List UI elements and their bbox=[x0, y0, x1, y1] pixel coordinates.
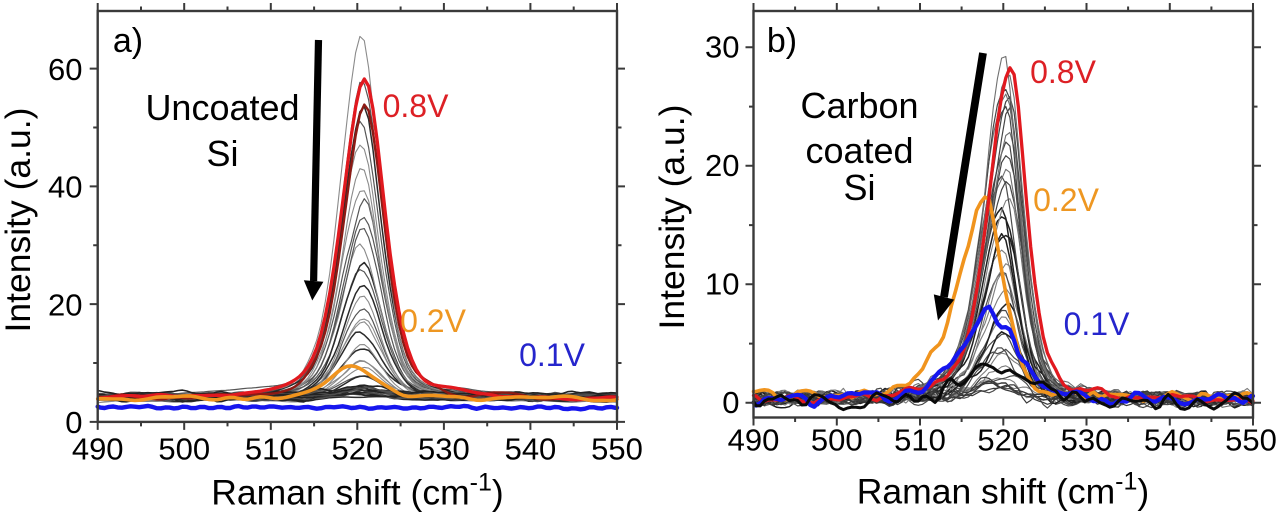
svg-text:Intensity (a.u.): Intensity (a.u.) bbox=[0, 108, 38, 333]
svg-text:0.2V: 0.2V bbox=[1033, 182, 1099, 218]
svg-text:0.8V: 0.8V bbox=[1030, 54, 1096, 90]
svg-text:20: 20 bbox=[705, 148, 739, 183]
svg-text:Carbon: Carbon bbox=[800, 85, 918, 126]
svg-text:Si: Si bbox=[843, 167, 875, 208]
svg-text:10: 10 bbox=[705, 266, 739, 301]
svg-text:500: 500 bbox=[158, 432, 210, 467]
svg-text:510: 510 bbox=[894, 423, 946, 458]
svg-text:0: 0 bbox=[722, 385, 739, 420]
svg-text:Uncoated: Uncoated bbox=[145, 87, 299, 128]
svg-text:Raman shift (cm-1): Raman shift (cm-1) bbox=[211, 469, 503, 513]
svg-text:40: 40 bbox=[48, 170, 82, 205]
svg-text:coated: coated bbox=[805, 130, 913, 171]
svg-text:530: 530 bbox=[1061, 423, 1113, 458]
svg-text:Si: Si bbox=[206, 133, 238, 174]
svg-text:550: 550 bbox=[591, 432, 643, 467]
svg-text:530: 530 bbox=[418, 432, 470, 467]
svg-text:Intensity (a.u.): Intensity (a.u.) bbox=[652, 105, 692, 330]
svg-text:Raman shift (cm-1): Raman shift (cm-1) bbox=[857, 468, 1149, 512]
svg-text:520: 520 bbox=[977, 423, 1029, 458]
svg-text:b): b) bbox=[767, 22, 797, 60]
svg-text:0.1V: 0.1V bbox=[519, 337, 585, 373]
svg-text:490: 490 bbox=[728, 423, 780, 458]
svg-text:490: 490 bbox=[72, 432, 124, 467]
svg-text:540: 540 bbox=[1144, 423, 1196, 458]
svg-text:0.8V: 0.8V bbox=[383, 88, 449, 124]
svg-text:540: 540 bbox=[505, 432, 557, 467]
svg-text:510: 510 bbox=[245, 432, 297, 467]
svg-text:0.2V: 0.2V bbox=[400, 303, 466, 339]
svg-text:550: 550 bbox=[1225, 423, 1277, 458]
svg-text:0: 0 bbox=[65, 405, 82, 440]
svg-text:a): a) bbox=[113, 22, 143, 60]
svg-text:500: 500 bbox=[811, 423, 863, 458]
svg-text:0.1V: 0.1V bbox=[1064, 306, 1130, 342]
svg-text:520: 520 bbox=[331, 432, 383, 467]
svg-text:60: 60 bbox=[48, 52, 82, 87]
svg-text:20: 20 bbox=[48, 287, 82, 322]
svg-text:30: 30 bbox=[705, 29, 739, 64]
